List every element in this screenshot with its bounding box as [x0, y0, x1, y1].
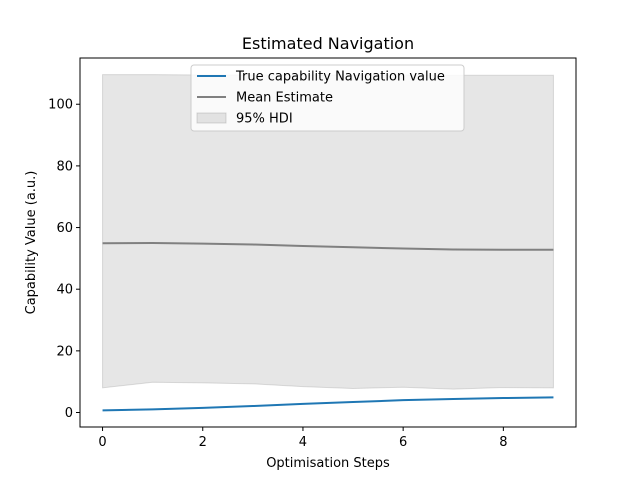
- plot-area: [102, 74, 554, 412]
- x-tick-label: 2: [199, 435, 207, 450]
- chart-title: Estimated Navigation: [242, 34, 414, 53]
- x-tick-label: 6: [399, 435, 407, 450]
- legend-swatch-hdi: [196, 112, 227, 124]
- legend-label-mean-estimate: Mean Estimate: [236, 91, 333, 106]
- series-line-0: [102, 396, 554, 412]
- y-axis-label: Capability Value (a.u.): [24, 171, 39, 315]
- y-tick-label: 60: [56, 221, 73, 236]
- legend-box: [190, 64, 465, 132]
- y-tick-label: 0: [65, 406, 73, 421]
- x-tick-label: 8: [499, 435, 507, 450]
- y-tick-label: 20: [56, 344, 73, 359]
- y-tick-label: 40: [56, 283, 73, 298]
- axes-frame: [79, 57, 577, 428]
- y-axis-ticks: 0 20 40 60 80 100: [48, 98, 80, 421]
- series-line-1: [102, 241, 554, 251]
- x-axis-label: Optimisation Steps: [266, 456, 390, 471]
- y-tick-label: 100: [48, 98, 73, 113]
- legend-label-true-value: True capability Navigation value: [235, 70, 445, 85]
- x-tick-label: 0: [98, 435, 106, 450]
- x-axis-ticks: 0 2 4 6 8: [98, 427, 507, 450]
- y-tick-label: 80: [56, 159, 73, 174]
- x-tick-label: 4: [299, 435, 307, 450]
- legend-label-hdi: 95% HDI: [236, 112, 293, 127]
- legend: True capability Navigation value Mean Es…: [190, 64, 465, 132]
